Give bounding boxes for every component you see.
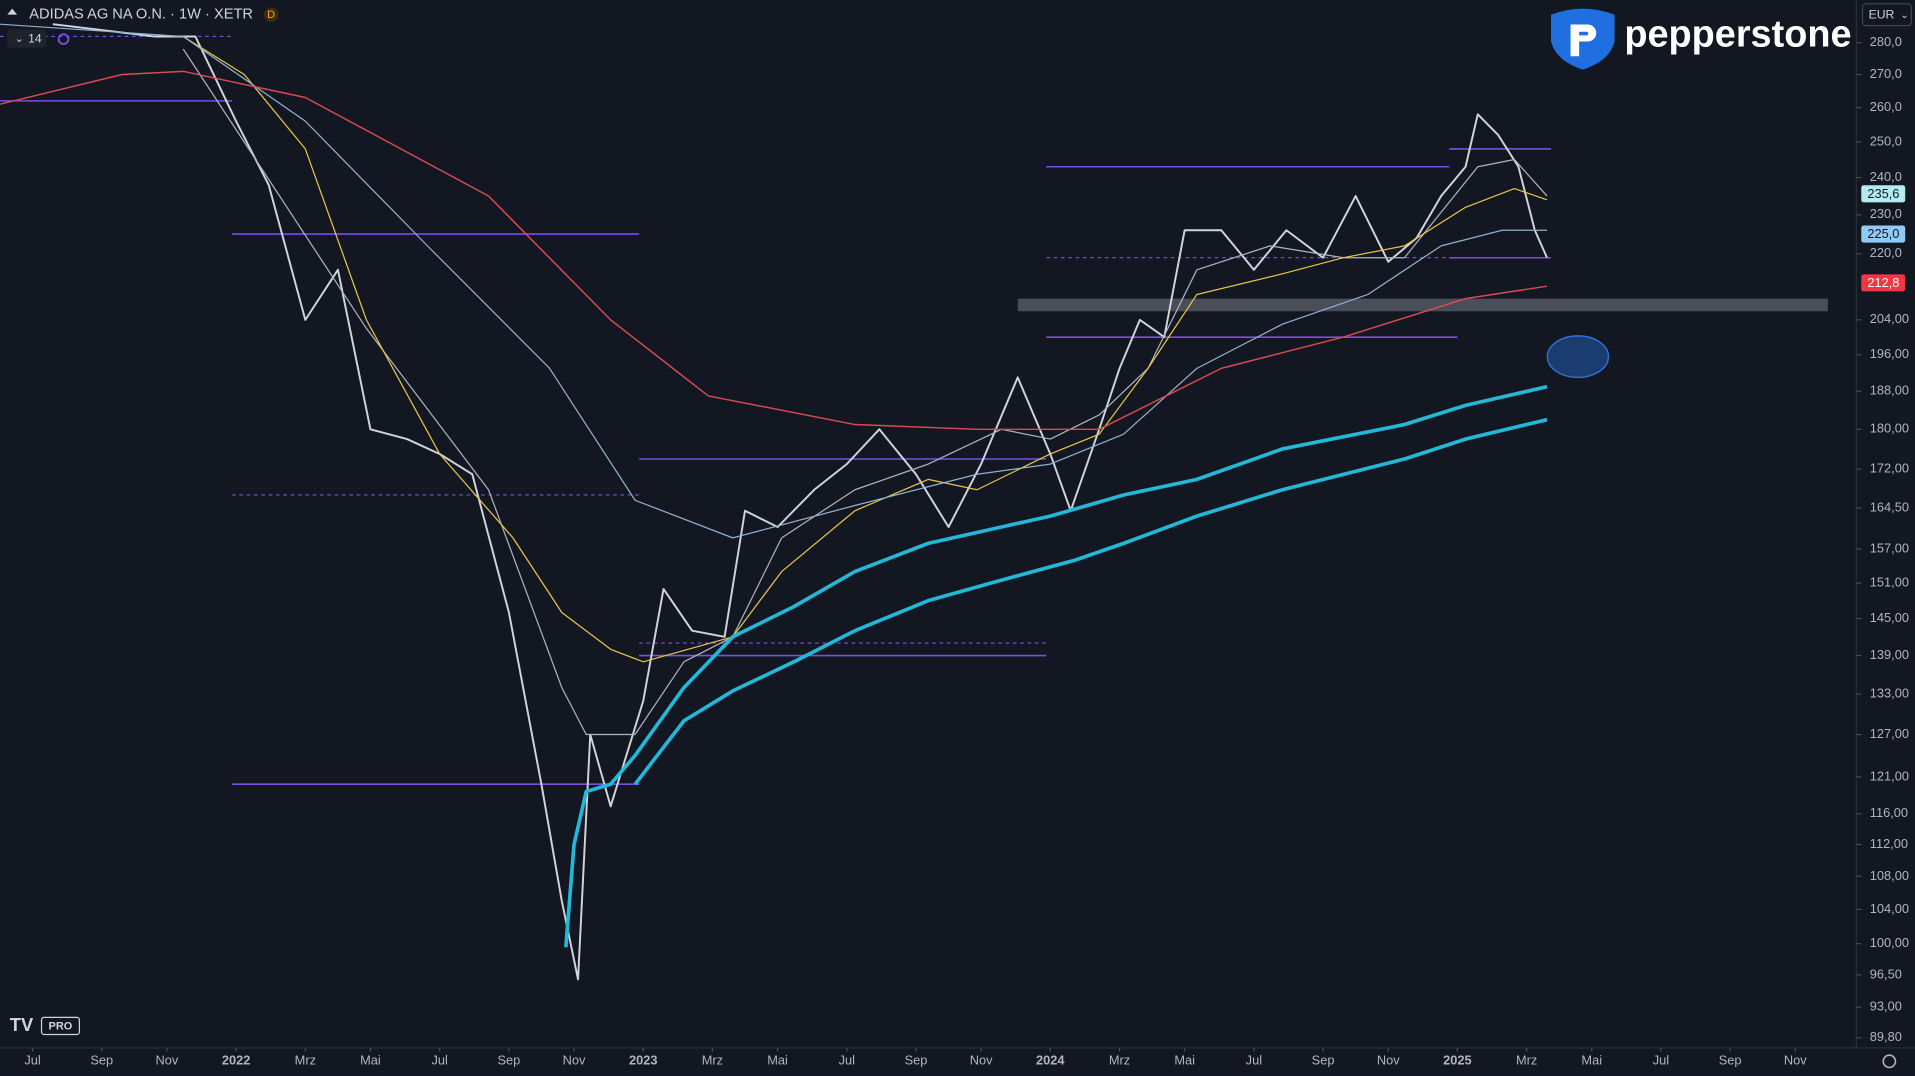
x-tick-label: Sep [1312, 1053, 1335, 1068]
y-tick-label: 151,00 [1870, 574, 1909, 589]
y-tick-label: 116,00 [1870, 805, 1908, 820]
logo-p [1570, 24, 1597, 57]
x-tick-label: Sep [90, 1053, 113, 1068]
y-tick-label: 260,0 [1870, 99, 1902, 114]
x-tick-label: Mrz [1516, 1053, 1537, 1068]
price-label-box [1861, 225, 1906, 243]
x-tick-label: Mrz [295, 1053, 316, 1068]
y-tick-label: 164,50 [1870, 500, 1909, 515]
y-tick-label: 220,0 [1870, 245, 1902, 260]
currency: EUR [1869, 8, 1895, 22]
x-tick-label: Jul [1653, 1053, 1669, 1068]
y-tick-label: 204,00 [1870, 311, 1909, 326]
x-tick-label: Nov [563, 1053, 586, 1068]
series-line [0, 70, 1548, 431]
y-tick-label: 112,00 [1870, 836, 1908, 851]
interval-badge: D [267, 9, 275, 21]
settings-icon[interactable] [1882, 1054, 1897, 1069]
x-tick-label: Mai [360, 1053, 381, 1068]
x-tick-label: Mrz [702, 1053, 723, 1068]
x-tick-label: Mai [1174, 1053, 1195, 1068]
symbol-title: ADIDAS AG NA O.N. · 1W · XETR [29, 7, 253, 23]
x-tick-label: Mai [767, 1053, 788, 1068]
plot-area [0, 23, 1828, 981]
series-line [182, 36, 1548, 663]
y-tick-label: 121,00 [1870, 768, 1909, 783]
currency-chevron: ⌄ [1900, 10, 1908, 21]
x-tick-label: 2024 [1036, 1053, 1065, 1068]
x-tick-label: 2022 [222, 1053, 251, 1068]
indicator-icon [57, 33, 70, 45]
y-tick-label: 250,0 [1870, 133, 1902, 148]
indicator-count: 14 [28, 31, 42, 45]
header: ADIDAS AG NA O.N. · 1W · XETR D ⌄ 14 [7, 7, 279, 48]
series-line [182, 48, 1548, 736]
y-tick-label: 270,0 [1870, 66, 1902, 81]
y-tick-label: 172,00 [1870, 461, 1909, 476]
x-tick-label: Nov [156, 1053, 179, 1068]
chevron: ⌄ [15, 33, 24, 45]
zone-band [1017, 298, 1828, 312]
y-tick-label: 93,00 [1870, 999, 1902, 1014]
series-line [0, 23, 1548, 539]
pro-box [40, 1016, 80, 1036]
indicator-toggle[interactable] [7, 29, 47, 48]
price-label: 225,0 [1867, 226, 1899, 241]
brand-name: pepperstone [1624, 14, 1851, 56]
y-tick-label: 100,00 [1870, 935, 1909, 950]
gear[interactable] [1882, 1054, 1897, 1069]
y-tick-label: 127,00 [1870, 726, 1909, 741]
price-label-box [1861, 185, 1906, 203]
pro-badge: PRO [49, 1020, 73, 1032]
series-line [564, 384, 1548, 948]
y-tick-label: 280,0 [1870, 34, 1902, 49]
y-tick-label: 139,00 [1870, 647, 1909, 662]
symbol-icon [7, 8, 18, 15]
x-tick-label: Nov [1784, 1053, 1807, 1068]
x-tick-label: Sep [497, 1053, 520, 1068]
x-tick-label: Sep [1719, 1053, 1742, 1068]
series-line [633, 417, 1548, 786]
y-tick-label: 133,00 [1870, 686, 1909, 701]
y-tick-label: 240,0 [1870, 169, 1902, 184]
series-line [52, 23, 1548, 981]
x-tick-label: Jul [839, 1053, 855, 1068]
y-tick-label: 96,50 [1870, 966, 1902, 981]
x-tick-label: Mai [1581, 1053, 1602, 1068]
y-tick-label: 157,00 [1870, 540, 1909, 555]
x-tick-label: 2025 [1443, 1053, 1472, 1068]
badge-circle [263, 7, 279, 23]
x-tick-label: 2023 [629, 1053, 658, 1068]
x-tick-label: Jul [1246, 1053, 1262, 1068]
currency-box[interactable] [1861, 3, 1912, 27]
tv-mark: TV [10, 1014, 34, 1035]
y-tick-label: 104,00 [1870, 901, 1909, 916]
pepperstone-logo: pepperstone [1551, 8, 1852, 70]
x-tick-label: Nov [1377, 1053, 1400, 1068]
price-label: 235,6 [1867, 186, 1899, 201]
tv-logo: TV PRO [10, 1014, 80, 1036]
y-tick-label: 108,00 [1870, 868, 1909, 883]
y-tick-label: 145,00 [1870, 610, 1909, 625]
price-label: 212,8 [1867, 275, 1899, 290]
y-tick-label: 230,0 [1870, 206, 1902, 221]
highlight-ellipse [1546, 335, 1610, 379]
y-tick-label: 196,00 [1870, 346, 1909, 361]
x-tick-label: Sep [905, 1053, 928, 1068]
x-tick-label: Jul [24, 1053, 40, 1068]
x-tick-label: Jul [431, 1053, 447, 1068]
y-tick-label: 89,80 [1870, 1029, 1902, 1044]
y-tick-label: 180,00 [1870, 421, 1909, 436]
currency-button[interactable]: EUR ⌄ [1861, 3, 1912, 27]
y-tick-label: 188,00 [1870, 383, 1909, 398]
x-tick-label: Nov [970, 1053, 993, 1068]
price-label-box [1861, 274, 1906, 292]
x-tick-label: Mrz [1109, 1053, 1130, 1068]
